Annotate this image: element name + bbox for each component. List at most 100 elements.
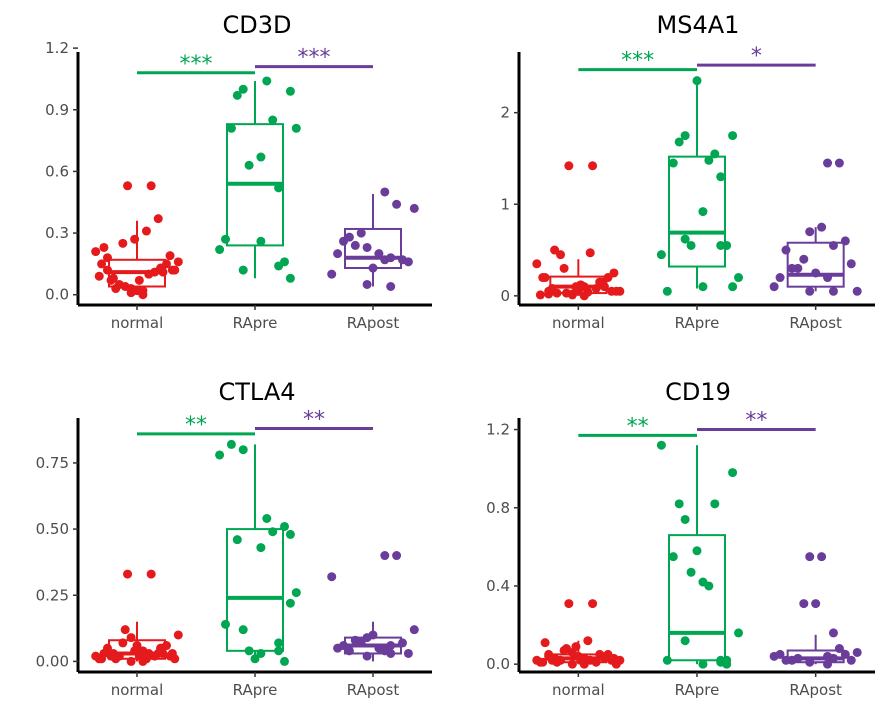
data-point (668, 158, 678, 168)
data-point (392, 199, 402, 209)
x-tick-label: RApre (233, 681, 278, 699)
data-point (120, 625, 130, 635)
data-point (588, 599, 598, 609)
significance-label: ** (745, 409, 767, 434)
data-point (828, 240, 838, 250)
y-tick-label: 0.50 (36, 520, 69, 538)
significance-label: ** (627, 414, 649, 439)
data-point (215, 450, 225, 460)
data-point (126, 288, 136, 298)
y-tick-label: 0.25 (36, 586, 69, 604)
data-point (170, 265, 180, 275)
data-point (274, 261, 284, 271)
panel-title-cd19: CD19 (665, 378, 731, 406)
data-point (274, 183, 284, 193)
data-point (817, 222, 827, 232)
data-point (146, 181, 156, 191)
data-point (380, 255, 390, 265)
data-point (846, 655, 856, 665)
data-point (103, 646, 112, 656)
significance-label: *** (621, 49, 654, 74)
data-point (834, 644, 844, 654)
box-iqr (786, 241, 845, 288)
box-iqr (668, 155, 726, 268)
data-point (173, 257, 183, 267)
data-point (828, 628, 838, 638)
data-point (409, 625, 419, 635)
data-point (226, 123, 236, 133)
data-point (728, 468, 738, 478)
data-point (680, 514, 690, 524)
data-point (118, 638, 128, 648)
data-point (333, 249, 343, 259)
x-tick-label: RApost (789, 314, 842, 332)
data-point (799, 254, 809, 264)
data-point (130, 234, 140, 244)
data-point (103, 253, 112, 263)
y-tick-label: 0.9 (45, 101, 69, 119)
data-point (698, 659, 708, 669)
data-point (368, 263, 378, 273)
data-point (386, 641, 396, 651)
data-point (823, 659, 833, 669)
data-point (532, 259, 542, 269)
data-point (540, 273, 550, 283)
data-point (704, 155, 714, 165)
x-tick-label: normal (111, 681, 164, 699)
panel-cd19: CD19 0.0 0.4 0.8 1.2 normal RApre RApost ** ** (486, 378, 875, 699)
y-tick-label: 0.6 (45, 162, 69, 180)
data-point (126, 633, 136, 643)
y-tick-label: 0.3 (45, 224, 69, 242)
data-point (840, 649, 850, 659)
data-point (535, 290, 545, 300)
data-point (811, 599, 821, 609)
data-point (268, 115, 278, 125)
data-point (232, 535, 242, 545)
data-point (716, 172, 726, 182)
data-point (141, 226, 151, 236)
data-point (165, 251, 175, 261)
data-point (380, 551, 390, 561)
data-point (291, 123, 301, 133)
data-point (268, 527, 278, 537)
data-point (344, 232, 354, 242)
y-tick-label: 0 (500, 287, 510, 305)
data-point (285, 86, 295, 96)
data-point (559, 263, 569, 273)
data-point (722, 659, 732, 669)
data-point (138, 656, 148, 666)
data-point (823, 273, 833, 283)
data-point (591, 657, 601, 667)
data-point (698, 282, 708, 292)
panel-cd3d: CD3D 0.0 0.3 0.6 0.9 1.2 normal RApre RApost ***… (45, 11, 432, 332)
data-point (274, 646, 284, 656)
x-tick-label: RApost (347, 681, 400, 699)
data-point (579, 659, 589, 669)
data-point (674, 499, 684, 509)
data-point (579, 291, 589, 301)
data-point (846, 259, 856, 269)
data-point (327, 572, 337, 582)
x-tick-label: RApre (233, 314, 278, 332)
significance-label: *** (298, 46, 331, 71)
data-point (823, 158, 833, 168)
data-point (840, 236, 850, 246)
data-point (692, 546, 702, 556)
data-point (564, 161, 574, 171)
data-point (710, 149, 720, 159)
data-point (828, 286, 838, 296)
y-tick-label: 1.2 (45, 39, 69, 57)
y-tick-label: 0.00 (36, 652, 69, 670)
y-tick-label: 1 (500, 195, 510, 213)
data-point (680, 234, 690, 244)
data-point (710, 499, 720, 509)
data-point (256, 236, 266, 246)
data-point (552, 657, 562, 667)
data-point (344, 646, 354, 656)
data-point (118, 238, 128, 248)
data-point (158, 267, 168, 277)
data-point (567, 290, 577, 300)
x-tick-label: normal (552, 681, 605, 699)
data-point (374, 249, 384, 259)
